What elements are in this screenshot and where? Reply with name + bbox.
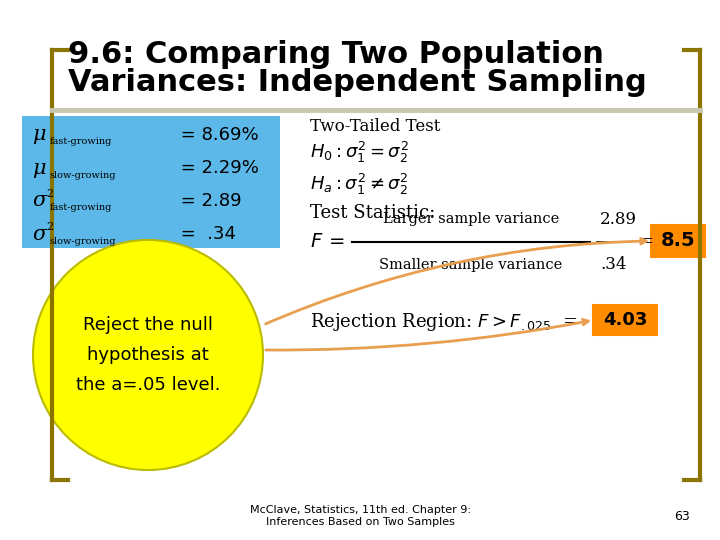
Text: $H_a:\sigma_1^2\neq\sigma_2^2$: $H_a:\sigma_1^2\neq\sigma_2^2$ <box>310 172 409 197</box>
Text: μ: μ <box>32 125 45 145</box>
Text: 2.89: 2.89 <box>600 211 637 228</box>
FancyBboxPatch shape <box>22 116 280 248</box>
Text: 63: 63 <box>674 510 690 523</box>
Text: fast-growing: fast-growing <box>50 138 112 146</box>
Text: 8.5: 8.5 <box>661 232 696 251</box>
Text: Larger sample variance: Larger sample variance <box>383 212 559 226</box>
Text: 9.6: Comparing Two Population: 9.6: Comparing Two Population <box>68 40 604 69</box>
FancyBboxPatch shape <box>651 225 705 257</box>
Text: = 2.29%: = 2.29% <box>175 159 259 177</box>
Text: Variances: Independent Sampling: Variances: Independent Sampling <box>68 68 647 97</box>
Circle shape <box>33 240 263 470</box>
Text: the a=.05 level.: the a=.05 level. <box>76 376 220 394</box>
Text: hypothesis at: hypothesis at <box>87 346 209 364</box>
Text: =: = <box>638 233 653 251</box>
Text: Inferences Based on Two Samples: Inferences Based on Two Samples <box>266 517 454 527</box>
Text: Test Statistic:: Test Statistic: <box>310 204 436 222</box>
FancyBboxPatch shape <box>593 305 657 335</box>
Text: Smaller sample variance: Smaller sample variance <box>379 258 562 272</box>
Text: .34: .34 <box>600 256 626 273</box>
Text: = 8.69%: = 8.69% <box>175 126 258 144</box>
Text: Rejection Region: $F > F_{.025}$  =: Rejection Region: $F > F_{.025}$ = <box>310 311 577 333</box>
Text: slow-growing: slow-growing <box>50 237 117 246</box>
Text: slow-growing: slow-growing <box>50 171 117 179</box>
Text: σ: σ <box>32 225 46 244</box>
Text: 4.03: 4.03 <box>603 311 647 329</box>
Text: 2: 2 <box>46 189 53 199</box>
Text: σ: σ <box>32 192 46 211</box>
Text: Reject the null: Reject the null <box>83 316 213 334</box>
Text: McClave, Statistics, 11th ed. Chapter 9:: McClave, Statistics, 11th ed. Chapter 9: <box>250 505 470 515</box>
Text: 2: 2 <box>46 222 53 232</box>
Text: fast-growing: fast-growing <box>50 204 112 213</box>
Text: =  .34: = .34 <box>175 225 236 243</box>
Text: = 2.89: = 2.89 <box>175 192 242 210</box>
Text: μ: μ <box>32 159 45 178</box>
Text: Two-Tailed Test: Two-Tailed Test <box>310 118 441 135</box>
Text: $F\,=$: $F\,=$ <box>310 233 345 251</box>
Text: $H_0:\sigma_1^2=\sigma_2^2$: $H_0:\sigma_1^2=\sigma_2^2$ <box>310 140 409 165</box>
